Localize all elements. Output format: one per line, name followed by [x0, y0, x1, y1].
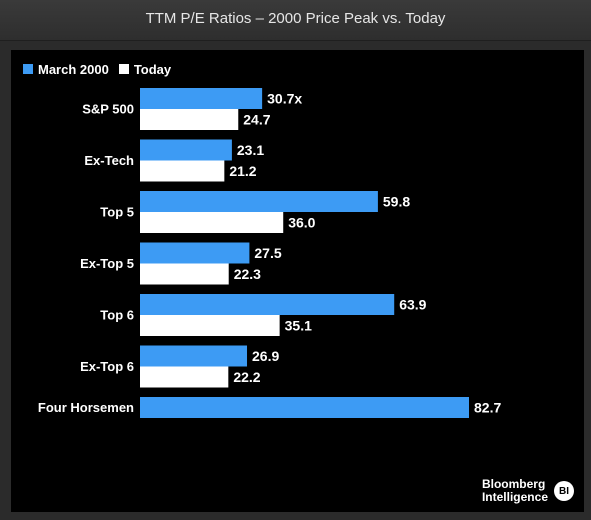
title-bar: TTM P/E Ratios – 2000 Price Peak vs. Tod…: [0, 0, 591, 41]
category-label-ex-top-5: Ex-Top 5: [80, 256, 134, 271]
bar-today-s-p-500: [140, 109, 239, 130]
bar-today-ex-top-5: [140, 263, 229, 285]
bar-march-2000-ex-tech: [140, 139, 232, 161]
bi-badge-icon: BI: [554, 481, 574, 501]
category-label-ex-tech: Ex-Tech: [84, 153, 134, 168]
bloomberg-intelligence-logo: Bloomberg Intelligence BI: [482, 478, 574, 504]
data-label-march-2000-four-horsemen: 82.7: [474, 400, 501, 416]
data-label-march-2000-top-6: 63.9: [399, 297, 426, 313]
data-label-march-2000-ex-top-5: 27.5: [254, 245, 281, 261]
legend-label-today: Today: [133, 61, 172, 77]
data-label-march-2000-ex-tech: 23.1: [237, 142, 264, 158]
data-label-today-ex-top-5: 22.3: [234, 266, 261, 282]
legend-swatch-today: [118, 64, 129, 74]
data-label-today-ex-top-6: 22.2: [233, 369, 260, 385]
bar-march-2000-s-p-500: [140, 88, 263, 109]
bar-march-2000-ex-top-5: [140, 242, 250, 264]
logo-line-1: Bloomberg: [481, 477, 546, 491]
data-label-march-2000-top-5: 59.8: [383, 194, 410, 210]
chart-panel: March 2000 Today S&P 500 30.7x 24.7 Ex-Tech…: [11, 50, 584, 512]
category-label-s-p-500: S&P 500: [82, 102, 134, 117]
data-label-march-2000-s-p-500: 30.7x: [267, 91, 302, 107]
data-label-today-ex-tech: 21.2: [229, 163, 256, 179]
bar-today-top-5: [140, 212, 284, 233]
data-label-today-top-5: 36.0: [288, 215, 315, 231]
bar-march-2000-top-5: [140, 191, 378, 212]
bar-march-2000-top-6: [140, 294, 395, 315]
data-label-today-top-6: 35.1: [285, 318, 312, 334]
logo-text: Bloomberg Intelligence: [482, 478, 548, 504]
legend-item-today: Today: [118, 61, 172, 77]
bar-today-ex-top-6: [140, 366, 229, 388]
data-label-today-s-p-500: 24.7: [243, 112, 270, 128]
category-label-ex-top-6: Ex-Top 6: [80, 359, 134, 374]
logo-line-2: Intelligence: [481, 490, 548, 504]
bar-march-2000-four-horsemen: [140, 397, 469, 418]
category-label-top-6: Top 6: [100, 308, 134, 323]
bar-today-top-6: [140, 315, 280, 336]
bar-chart: S&P 500 30.7x 24.7 Ex-Tech 23.1 21.2 Top 5 59.8…: [38, 88, 501, 418]
legend: March 2000 Today: [23, 61, 181, 77]
legend-swatch-march-2000: [23, 64, 33, 74]
data-label-march-2000-ex-top-6: 26.9: [252, 348, 279, 364]
category-label-top-5: Top 5: [100, 205, 134, 220]
category-label-four-horsemen: Four Horsemen: [38, 400, 134, 415]
bar-march-2000-ex-top-6: [140, 345, 248, 367]
chart-title: TTM P/E Ratios – 2000 Price Peak vs. Tod…: [145, 10, 446, 27]
bar-today-ex-tech: [140, 160, 225, 182]
legend-item-march-2000: March 2000: [23, 62, 109, 77]
legend-label-march-2000: March 2000: [38, 61, 109, 77]
